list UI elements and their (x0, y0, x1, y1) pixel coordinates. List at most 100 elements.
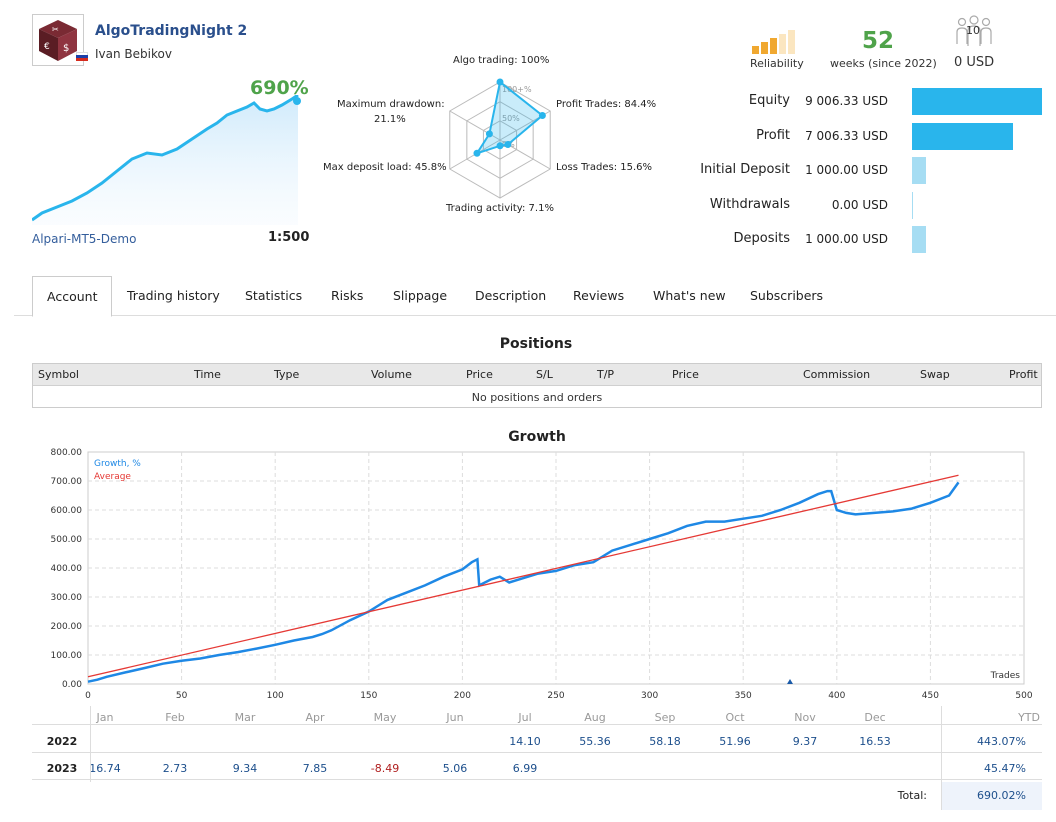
radar-ring-label-100: 100+% (502, 85, 532, 94)
month-value-2022-8: 58.18 (649, 735, 681, 748)
deposit-marker (787, 679, 793, 684)
stat-bar-2 (912, 157, 927, 184)
weeks-text: weeks (since 2022) (830, 57, 937, 70)
tab-account[interactable]: Account (32, 276, 113, 317)
radar-point-2 (504, 141, 512, 149)
radar-point-0 (496, 78, 504, 86)
positions-col-8: Commission (803, 368, 871, 381)
series-line-growth- (87, 481, 960, 683)
total-label: Total: (897, 789, 927, 802)
x-axis-label: Trades (990, 671, 1021, 681)
radar-ring-label-50: 50% (502, 114, 520, 123)
month-value-2023-0: 16.74 (89, 762, 121, 775)
month-head-jun: Jun (446, 711, 464, 724)
reliability-bar-0 (752, 46, 759, 54)
monthly-returns-table: Jan Feb Mar Apr May Jun Jul Aug Sep Oct Nov Dec YTD 2… (32, 706, 1042, 816)
table-vline-right (941, 706, 942, 810)
reliability-bar-3 (779, 34, 786, 54)
stat-bar-1 (912, 122, 1014, 150)
svg-text:✂: ✂ (52, 25, 59, 34)
table-divider-1 (32, 779, 1042, 780)
month-value-2023-4: -8.49 (370, 762, 400, 775)
tab-reviews[interactable]: Reviews (573, 288, 625, 303)
table-divider-head (32, 724, 1042, 725)
x-tick-1: 50 (176, 691, 188, 701)
month-value-2023-6: 6.99 (512, 762, 538, 775)
x-tick-8: 400 (828, 691, 845, 701)
y-tick-0: 0.00 (62, 680, 82, 690)
month-head-feb: Feb (165, 711, 185, 724)
legend-entry-0: Growth, % (94, 459, 141, 469)
dice-logo-icon: ✂ € $ (39, 20, 77, 61)
positions-col-4: Price (466, 368, 493, 381)
positions-col-5: S/L (536, 368, 553, 381)
subscribers-amount: 0 USD (954, 55, 995, 70)
table-divider-0 (32, 752, 1042, 753)
stat-label-3: Withdrawals (709, 196, 790, 212)
tab-description[interactable]: Description (475, 288, 547, 303)
account-title[interactable]: AlgoTradingNight 2 (95, 23, 248, 39)
mini-growth-chart (32, 95, 301, 225)
month-value-2023-2: 9.34 (232, 762, 258, 775)
y-tick-7: 700.00 (51, 477, 83, 487)
reliability-bars (752, 30, 795, 54)
tab-slippage[interactable]: Slippage (393, 288, 448, 303)
radar-label-activity: Trading activity: 7.1% (446, 203, 554, 214)
tab-trading-history[interactable]: Trading history (127, 288, 220, 303)
stat-bar-3 (912, 191, 913, 219)
month-head-dec: Dec (864, 711, 886, 724)
stat-label-2: Initial Deposit (700, 162, 790, 177)
month-head-may: May (373, 711, 397, 724)
stat-bar-4 (912, 226, 927, 253)
x-tick-2: 100 (267, 691, 284, 701)
broker-server[interactable]: Alpari-MT5-Demo (32, 232, 137, 246)
x-tick-9: 450 (922, 691, 939, 701)
tab-risks[interactable]: Risks (331, 288, 364, 303)
positions-col-2: Type (274, 368, 300, 381)
radar-label-drawdown: Maximum drawdown: (337, 99, 445, 110)
radar-point-3 (496, 142, 504, 150)
positions-col-1: Time (194, 368, 221, 381)
subscribers-icon (956, 15, 992, 46)
y-tick-5: 500.00 (51, 535, 83, 545)
month-head-mar: Mar (234, 711, 256, 724)
tab-subscribers[interactable]: Subscribers (750, 288, 824, 303)
russia-flag-icon (76, 52, 88, 61)
positions-col-6: T/P (597, 368, 615, 381)
stat-value-3: 0.00 USD (831, 197, 888, 212)
tab-statistics[interactable]: Statistics (245, 288, 303, 303)
x-tick-10: 500 (1015, 691, 1032, 701)
stat-value-1: 7 006.33 USD (805, 128, 888, 143)
total-cell (942, 782, 1042, 810)
x-tick-0: 0 (85, 691, 91, 701)
reliability-bar-2 (770, 38, 777, 54)
y-tick-6: 600.00 (51, 506, 83, 516)
y-tick-2: 200.00 (51, 622, 83, 632)
radar-point-5 (485, 130, 493, 138)
month-value-2023-5: 5.06 (442, 762, 468, 775)
owner-name[interactable]: Ivan Bebikov (95, 47, 172, 61)
month-value-2022-6: 14.10 (509, 735, 541, 748)
stat-value-0: 9 006.33 USD (805, 94, 888, 108)
positions-empty-text: No positions and orders (471, 391, 603, 404)
positions-table-header: Symbol Time Type Volume Price S/L T/P Price Comm… (33, 364, 1041, 386)
month-head-ytd: YTD (1018, 711, 1040, 724)
avatar[interactable]: ✂ € $ (32, 14, 84, 66)
positions-col-9: Swap (920, 368, 950, 381)
x-tick-7: 350 (735, 691, 752, 701)
reliability-bar-4 (788, 30, 795, 54)
year-label-2022: 2022 (46, 735, 78, 748)
month-value-2022-10: 9.37 (792, 735, 818, 748)
x-tick-5: 250 (547, 691, 564, 701)
tab-what-s-new[interactable]: What's new (653, 288, 726, 303)
legend-entry-1: Average (94, 472, 131, 482)
radar-point-1 (538, 112, 546, 120)
x-tick-4: 200 (454, 691, 471, 701)
radar-point-4 (473, 149, 481, 157)
month-head-aug: Aug (584, 711, 606, 724)
ytd-value-2022: 443.07% (977, 735, 1026, 748)
positions-col-10: Profit (1009, 368, 1038, 381)
svg-text:$: $ (63, 43, 69, 54)
growth-chart-title: Growth (508, 429, 566, 445)
radar-chart: 100+%50%0% (449, 78, 551, 199)
